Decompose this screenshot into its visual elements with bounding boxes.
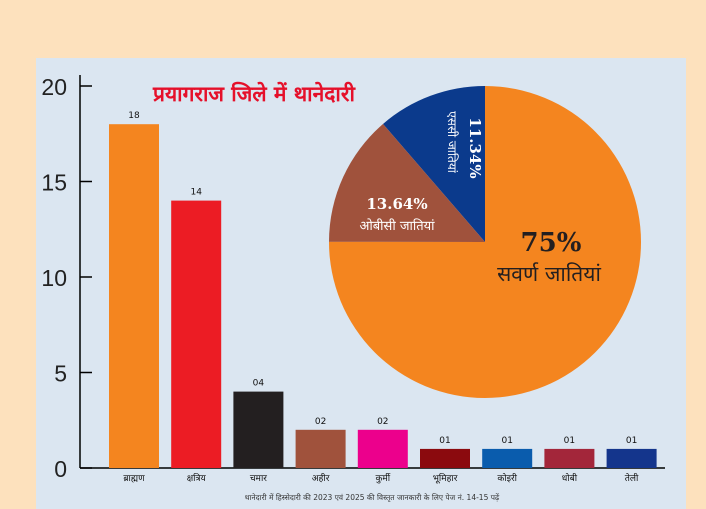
y-tick-label: 15 (41, 170, 67, 196)
bar-value-label: 01 (626, 436, 637, 446)
bar-value-label: 01 (501, 436, 512, 446)
bar (544, 448, 595, 468)
footnote: थानेदारी में हिस्सेदारी की 2023 एवं 2025… (245, 493, 500, 503)
y-tick-label: 0 (54, 456, 67, 482)
category-label: कोइरी (497, 472, 517, 484)
bar-value-label: 02 (315, 417, 326, 427)
bar (295, 429, 346, 468)
bar (357, 429, 408, 468)
pie-label-name: ओबीसी जातियां (359, 218, 435, 234)
category-label: चमार (250, 474, 267, 484)
bar (171, 200, 222, 468)
pie-label-percent: 11.34% (466, 117, 484, 178)
pie-slice (383, 86, 485, 242)
pie-slice (328, 86, 641, 398)
pie-label-name: सवर्ण जातियां (497, 262, 601, 286)
chart-title: प्रयागराज जिले में थानेदारी (152, 81, 356, 106)
pie-label-percent: 75% (521, 228, 582, 258)
pie-slice (329, 123, 485, 242)
y-tick-label: 20 (41, 74, 67, 100)
y-tick-label: 10 (41, 265, 67, 291)
category-label: भूमिहार (433, 472, 458, 484)
pie-label-name: एससी जातियां (445, 111, 459, 174)
category-label: क्षत्रिय (187, 472, 207, 484)
bar (420, 448, 470, 468)
bar (233, 391, 284, 468)
bar-value-label: 02 (377, 417, 388, 427)
bar-value-label: 01 (564, 436, 575, 446)
pie-label-percent: 13.64% (366, 195, 427, 213)
bar-value-label: 18 (128, 111, 140, 121)
y-tick-label: 5 (54, 361, 67, 387)
category-label: तेली (625, 472, 639, 484)
bar (482, 448, 533, 468)
category-label: ब्राह्मण (123, 474, 145, 484)
bar (606, 448, 657, 468)
category-label: धोबी (562, 472, 578, 484)
bar-value-label: 04 (253, 379, 265, 389)
bar (109, 124, 159, 468)
bar-value-label: 01 (439, 436, 450, 446)
category-label: अहीर (312, 472, 330, 484)
bar-value-label: 14 (190, 188, 202, 198)
category-label: कुर्मी (375, 472, 390, 484)
